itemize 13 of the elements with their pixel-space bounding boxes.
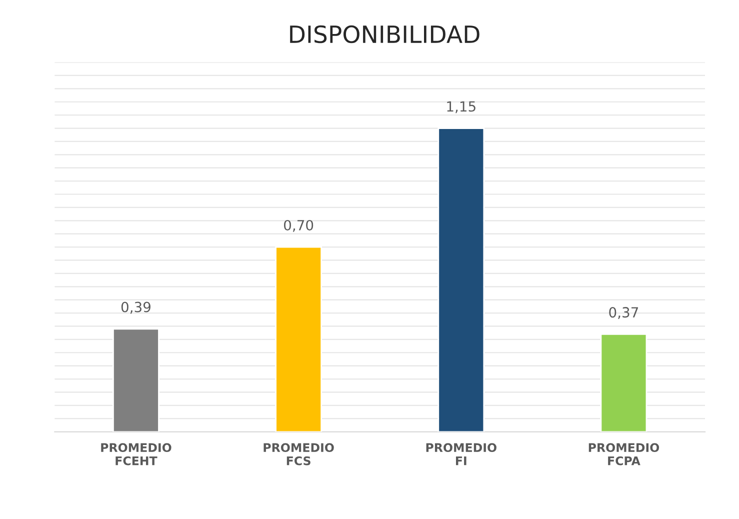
data-label: 1,15 (447, 101, 476, 114)
data-label: 0,70 (284, 220, 314, 232)
data-label: 0,37 (609, 307, 638, 319)
chart-title: DISPONIBILIDAD (290, 25, 480, 44)
x-tick-label: PROMEDIO FI (426, 443, 496, 466)
x-tick-label: PROMEDIO FCPA (588, 443, 660, 466)
bar (112, 328, 160, 432)
x-tick-label: PROMEDIO FCEHT (101, 443, 172, 466)
data-label: 0,39 (121, 302, 150, 314)
bar (438, 128, 485, 432)
bar (600, 333, 648, 432)
x-tick-label: PROMEDIO FCS (264, 443, 334, 466)
bar (275, 246, 322, 432)
